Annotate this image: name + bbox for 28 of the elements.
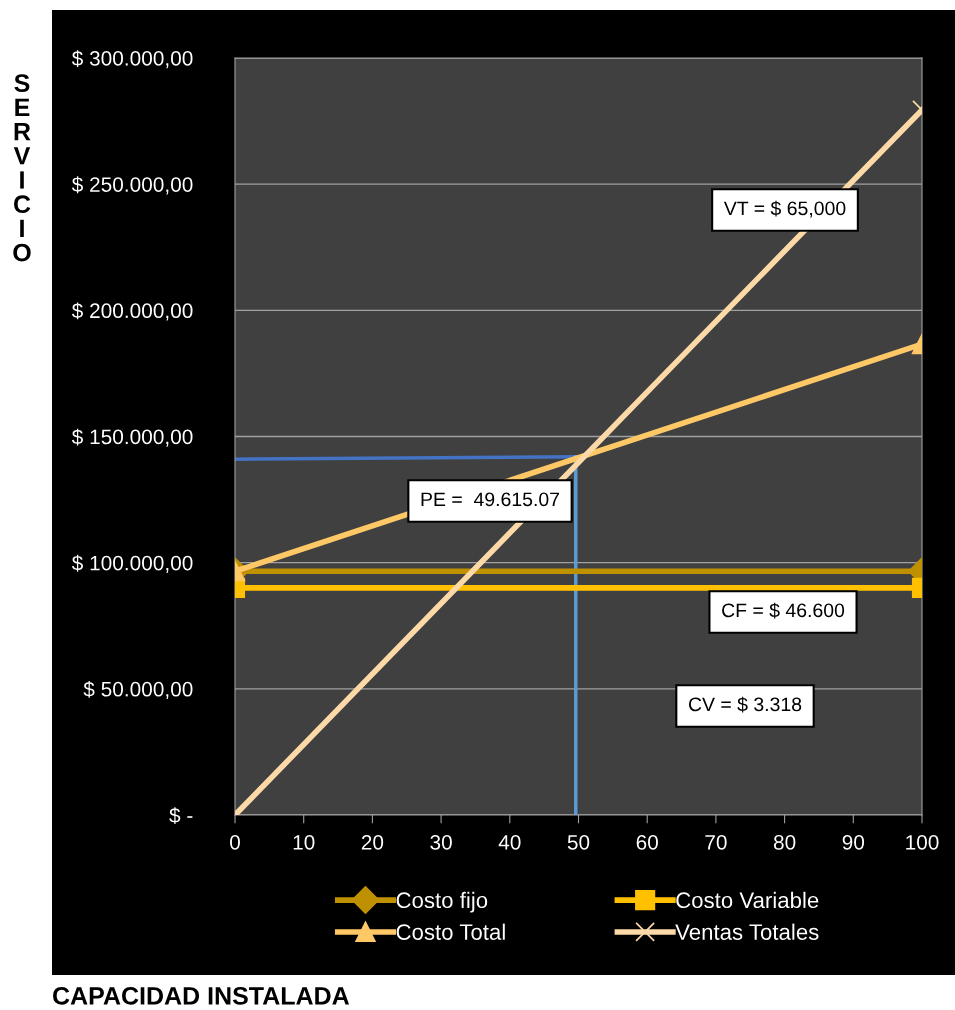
annotation: CF = $ 46.600	[722, 602, 845, 619]
x-tick-label: 10	[293, 834, 315, 850]
x-tick-label: 60	[636, 834, 658, 850]
y-axis-title: SERVICIO	[13, 74, 31, 262]
x-tick-label: 30	[430, 834, 452, 850]
annotation: VT = $ 65,000	[723, 200, 846, 218]
legend-label: Costo fijo	[396, 891, 488, 913]
y-tick-label: $ 200.000,00	[71, 302, 193, 321]
x-tick-label: 80	[773, 834, 796, 850]
y-tick-label: $ 250.000,00	[71, 176, 193, 195]
legend-label: Ventas Totales	[675, 923, 819, 940]
y-tick-label: $ 50.000,00	[83, 680, 193, 700]
text: CAPACIDAD INSTALADA	[53, 987, 350, 1005]
x-tick-label: 50	[567, 834, 590, 850]
legend-label: Costo Total	[396, 923, 505, 940]
y-tick-label: $ 300.000,00	[71, 50, 193, 69]
x-tick-label: 90	[842, 834, 865, 850]
x-tick-label: 0	[230, 834, 240, 850]
x-tick-label: 40	[498, 834, 521, 850]
y-tick-label: $ 150.000,00	[71, 428, 193, 447]
annotation: CV = $ 3.318	[688, 696, 802, 713]
x-tick-label: 20	[361, 834, 384, 850]
annotation: PE = 49.615.07	[421, 492, 560, 507]
x-tick-label: 70	[705, 834, 727, 850]
legend-label: Costo Variable	[676, 891, 819, 909]
y-tick-label: $ -	[169, 807, 193, 824]
y-tick-label: $ 100.000,00	[71, 554, 193, 573]
x-tick-label: 100	[906, 834, 939, 850]
